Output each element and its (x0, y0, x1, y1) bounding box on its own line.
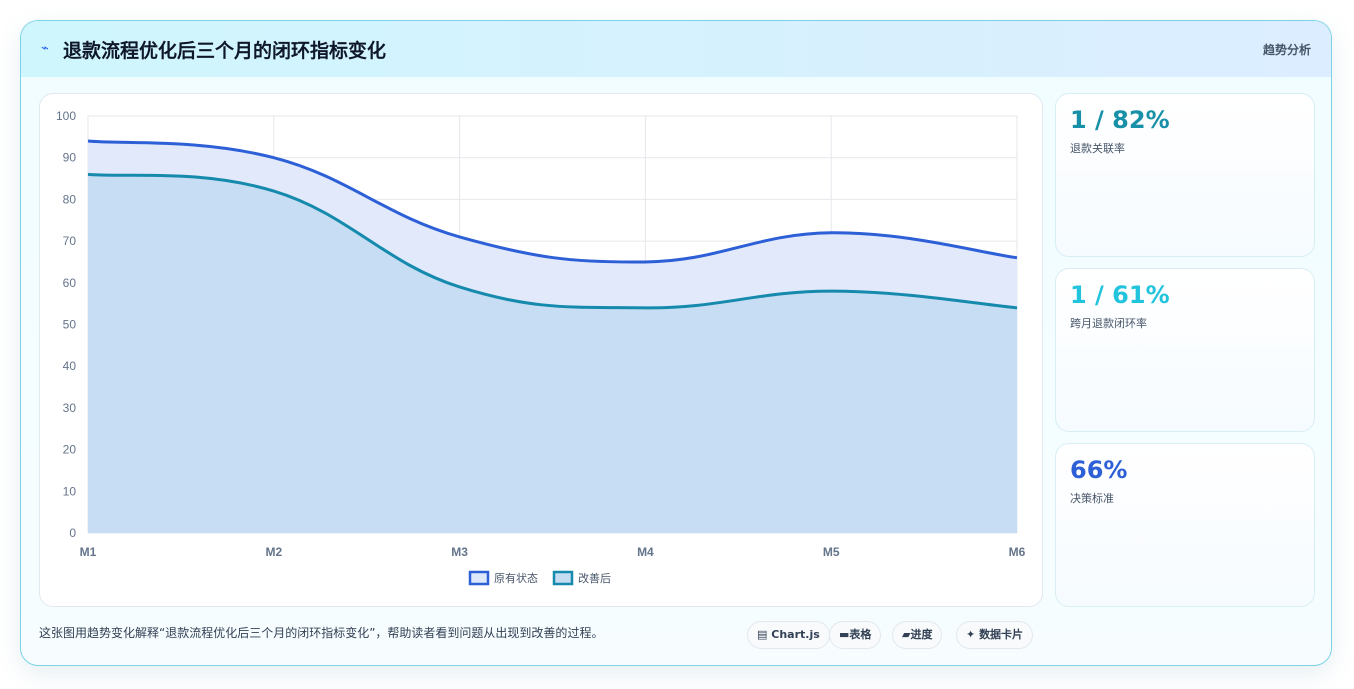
stat-value: 1 / 82% (1070, 106, 1170, 134)
area-chart: 0 10 20 30 40 50 60 70 80 90 100 M1 M2 M3 M4 M5 M6 原有状态… (56, 109, 1026, 586)
legend-label-1: 改善后 (578, 571, 611, 585)
pill-progress[interactable]: ▰进度 (892, 621, 943, 649)
chart-panel: 0 10 20 30 40 50 60 70 80 90 100 M1 M2 M3 M4 M5 M6 原有状态… (39, 93, 1043, 607)
pill-label: 数据卡片 (979, 628, 1024, 641)
page-title: 退款流程优化后三个月的闭环指标变化 (63, 40, 387, 62)
legend-swatch-0 (468, 570, 490, 586)
stat-value: 66% (1070, 456, 1128, 484)
x-tick-label: M1 (80, 545, 97, 559)
series-area-1 (88, 174, 1017, 533)
sparkle-icon: ✦ (966, 628, 976, 641)
y-tick-label: 20 (63, 443, 77, 457)
table-icon: ▬ (839, 628, 850, 641)
y-tick-label: 60 (63, 276, 77, 290)
x-tick-label: M6 (1009, 545, 1026, 559)
series-line-0 (87, 139, 1018, 264)
section-tag: 趋势分析 (1262, 43, 1311, 57)
stat-card-decision-standard: 66% 决策标准 (1055, 443, 1315, 607)
y-tick-label: 40 (63, 359, 77, 373)
y-tick-label: 30 (63, 401, 77, 415)
pill-chartjs[interactable]: ▤ Chart.js (747, 621, 830, 649)
pill-table[interactable]: ▬表格 (829, 621, 882, 649)
chart-description: 这张图用趋势变化解释“退款流程优化后三个月的闭环指标变化”，帮助读者看到问题从出… (39, 626, 604, 640)
y-tick-label: 70 (63, 234, 77, 248)
legend-swatch-1 (552, 570, 574, 586)
legend-label-0: 原有状态 (494, 571, 538, 585)
pill-data-card[interactable]: ✦ 数据卡片 (956, 621, 1034, 649)
y-tick-label: 80 (63, 192, 77, 206)
y-tick-label: 90 (63, 151, 77, 165)
trend-icon: ⌁ (41, 41, 49, 56)
stat-label: 决策标准 (1070, 492, 1114, 505)
x-tick-label: M2 (265, 545, 282, 559)
x-tick-label: M4 (637, 545, 654, 559)
progress-icon: ▰ (902, 628, 911, 641)
y-tick-label: 10 (63, 484, 77, 498)
pill-label: 表格 (849, 628, 872, 641)
card-header: ⌁ 退款流程优化后三个月的闭环指标变化 趋势分析 (21, 21, 1331, 77)
pill-label: 进度 (910, 628, 933, 641)
stat-card-refund-link-rate: 1 / 82% 退款关联率 (1055, 93, 1315, 257)
chart-icon: ▤ (757, 628, 768, 641)
stat-label: 退款关联率 (1070, 142, 1125, 155)
x-tick-label: M3 (451, 545, 468, 559)
x-tick-label: M5 (823, 545, 840, 559)
stat-value: 1 / 61% (1070, 281, 1170, 309)
series-line-1 (87, 172, 1018, 310)
pill-label: Chart.js (771, 628, 820, 641)
y-tick-label: 0 (69, 526, 76, 540)
stat-card-cross-month-close-rate: 1 / 61% 跨月退款闭环率 (1055, 268, 1315, 432)
chart-card: ⌁ 退款流程优化后三个月的闭环指标变化 趋势分析 0 10 20 30 40 50 60 70… (20, 20, 1332, 666)
y-tick-label: 100 (56, 109, 76, 123)
y-tick-label: 50 (63, 318, 77, 332)
stat-label: 跨月退款闭环率 (1070, 317, 1147, 330)
